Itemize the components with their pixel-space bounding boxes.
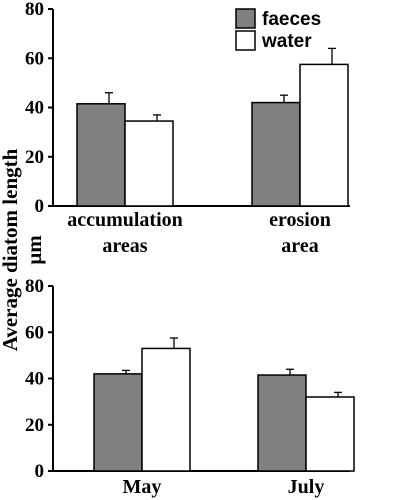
y-tick-label: 60 — [25, 48, 44, 69]
y-tick-label: 80 — [25, 0, 44, 20]
y-tick-label: 0 — [35, 461, 45, 482]
bar-water — [124, 120, 174, 207]
x-category-label: area — [281, 235, 318, 257]
y-tick-label: 20 — [25, 415, 44, 436]
y-tick-label: 60 — [25, 322, 44, 343]
bar-water — [299, 63, 349, 207]
legend-swatch-water — [235, 30, 256, 51]
y-axis-label-line2: µm — [22, 235, 46, 265]
legend-label-faeces: faeces — [262, 9, 321, 30]
x-category-label: areas — [102, 235, 147, 257]
x-category-label: July — [288, 476, 325, 498]
bar-faeces — [251, 101, 301, 207]
bar-faeces — [257, 374, 307, 472]
legend-swatch-faeces — [235, 8, 256, 29]
bar-faeces — [76, 103, 126, 207]
y-tick-label: 20 — [25, 147, 44, 168]
x-category-label: accumulation — [67, 209, 183, 231]
y-axis-label-line1: Average diatom length — [0, 148, 22, 351]
y-tick-label: 0 — [35, 196, 45, 217]
legend-label-water: water — [261, 31, 312, 52]
x-category-label: erosion — [269, 209, 331, 231]
bar-faeces — [93, 373, 143, 472]
panel-bottom: 0 20 40 60 80 May July — [25, 276, 355, 498]
panel-top: 0 20 40 60 80 accumulation areas erosion area — [25, 0, 350, 257]
legend: faeces water — [235, 8, 321, 52]
y-tick-label: 40 — [25, 98, 44, 119]
bar-water — [305, 396, 355, 472]
y-tick-label: 80 — [25, 276, 44, 297]
y-tick-label: 40 — [25, 369, 44, 390]
bar-water — [141, 347, 191, 472]
x-category-label: May — [123, 476, 162, 498]
